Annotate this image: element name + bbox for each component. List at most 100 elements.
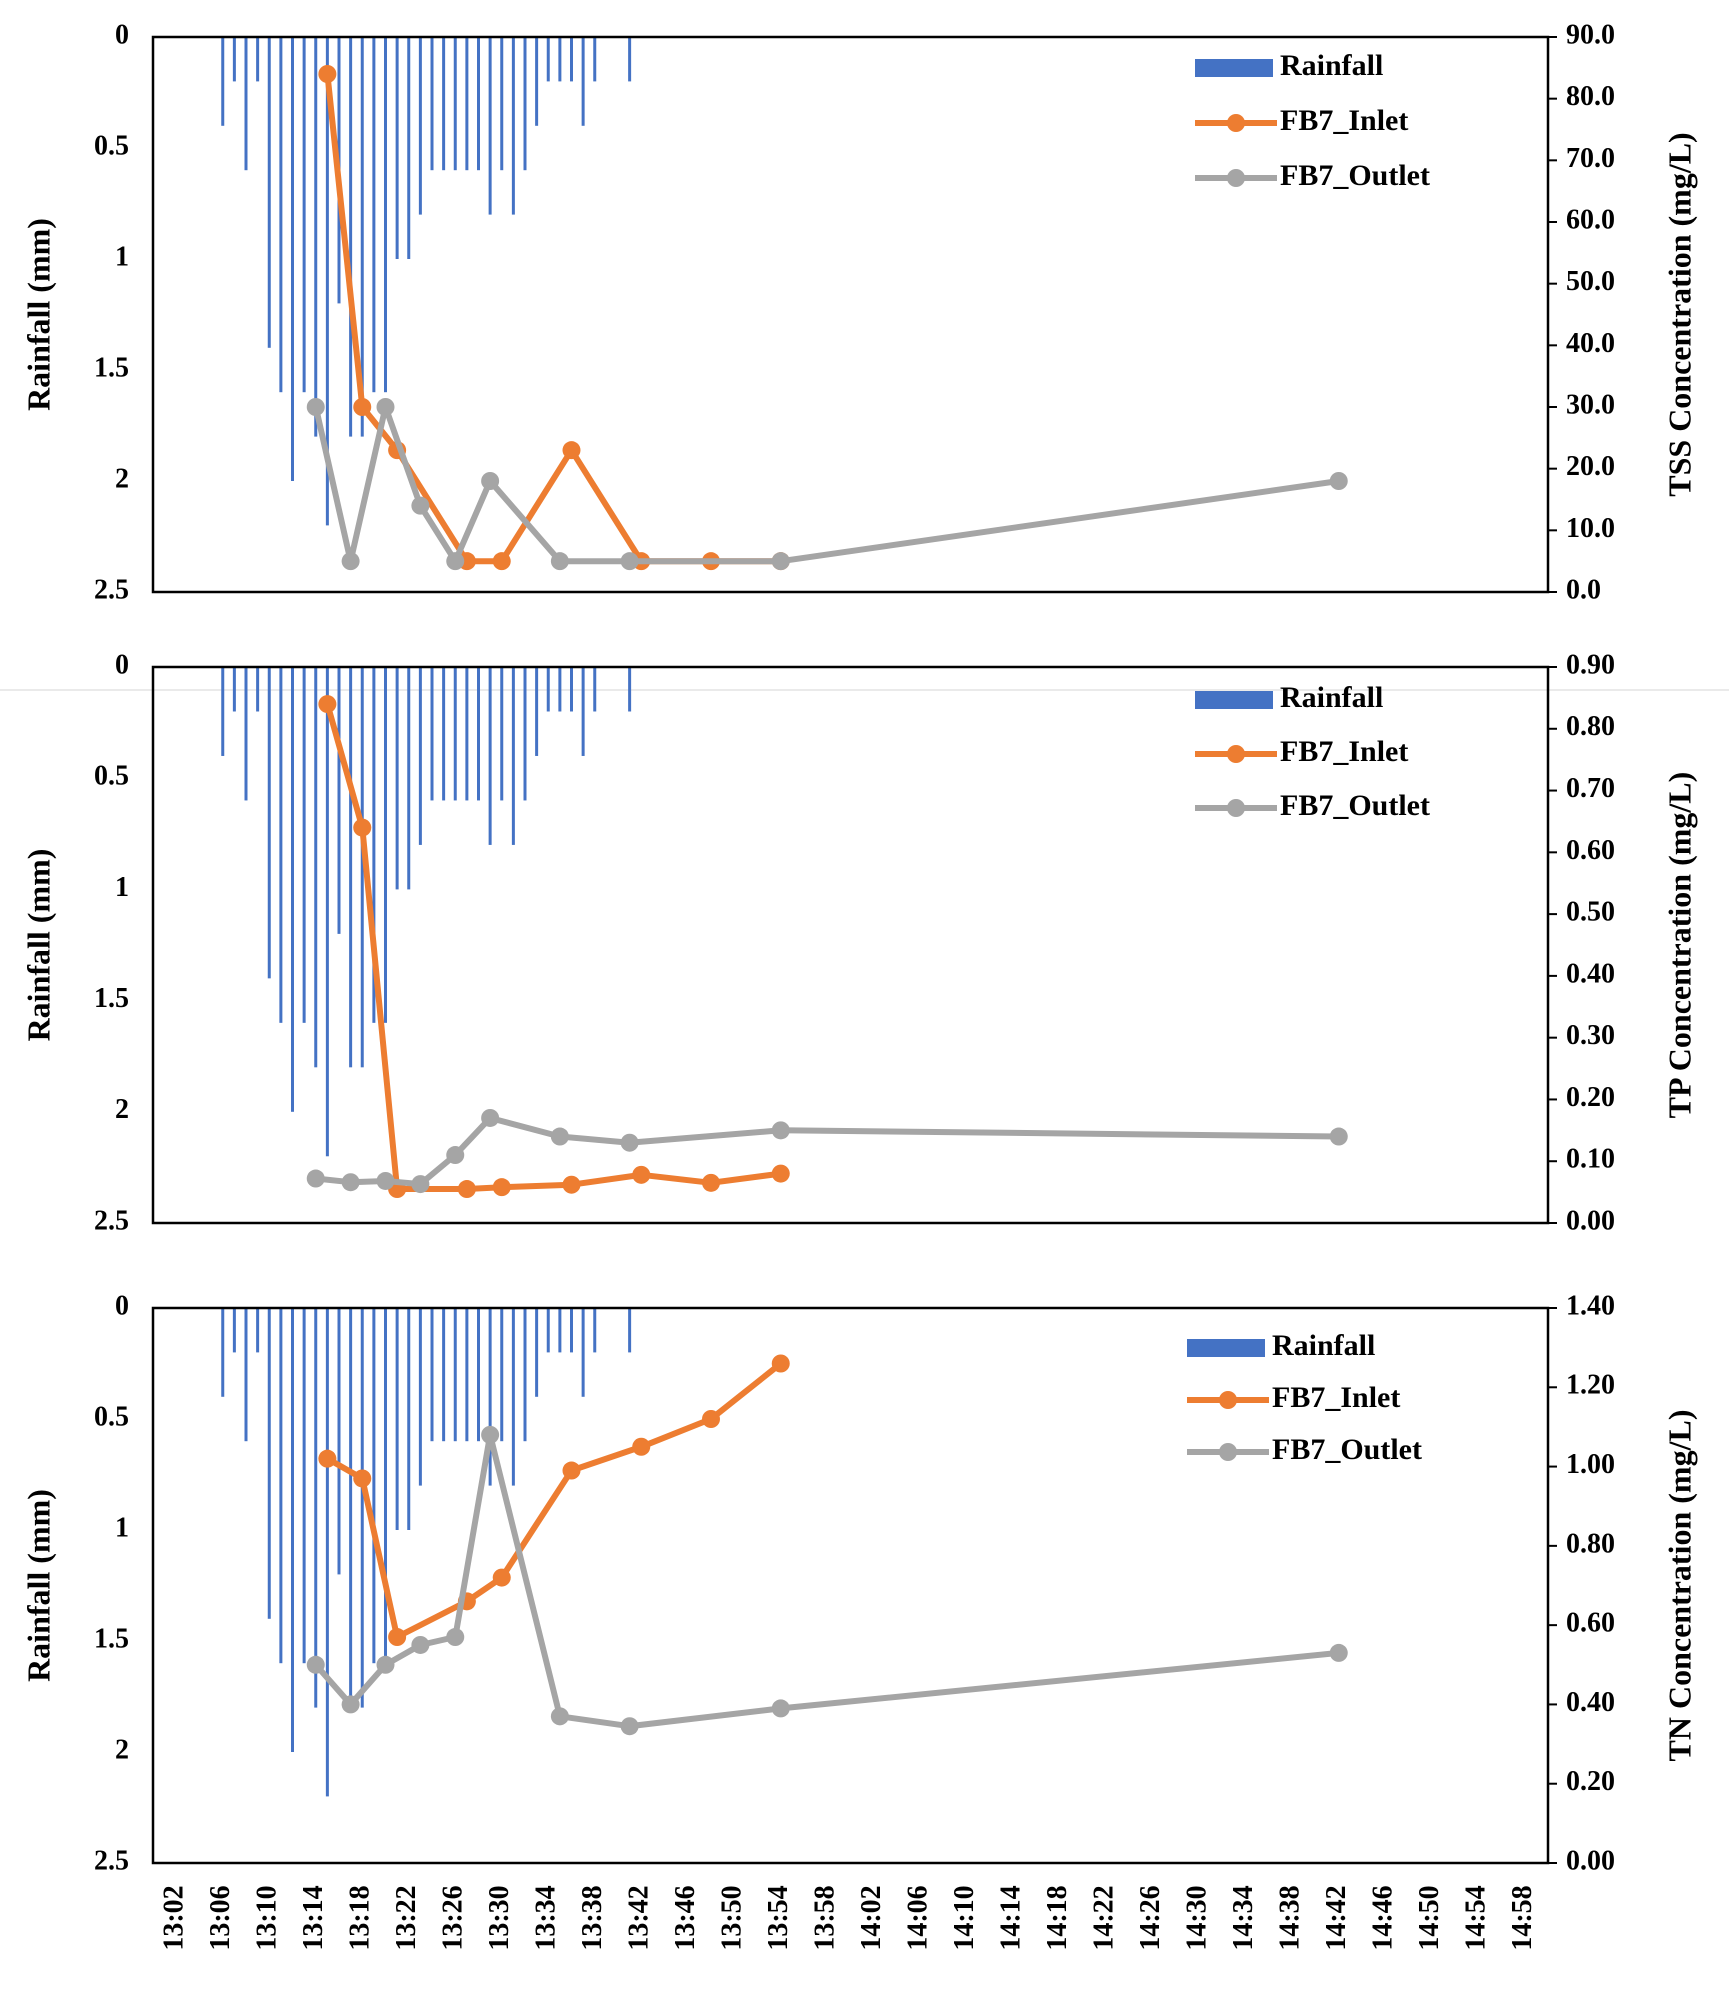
rainfall-bar — [535, 37, 539, 126]
inlet-series-line — [324, 703, 782, 1192]
left-axis-title: Rainfall (mm) — [20, 1489, 56, 1682]
rainfall-bar — [558, 1308, 562, 1353]
legend-label: FB7_Inlet — [1272, 1381, 1400, 1414]
left-tick-label: 0 — [115, 649, 129, 680]
rainfall-bar — [546, 667, 550, 712]
rainfall-bar — [221, 1308, 225, 1397]
rainfall-bar — [488, 37, 492, 215]
legend-marker-swatch — [1227, 114, 1245, 132]
rainfall-bar — [477, 37, 480, 171]
right-tick-label: 50.0 — [1566, 266, 1615, 297]
rainfall-bar — [418, 1308, 422, 1486]
rainfall-bar — [291, 1308, 294, 1752]
rainfall-bar — [291, 37, 294, 481]
left-tick-label: 1.5 — [94, 1623, 129, 1654]
rainfall-bar — [384, 1308, 387, 1664]
outlet-point — [341, 1173, 360, 1192]
outlet-point — [620, 552, 639, 571]
rainfall-bar — [221, 37, 225, 126]
right-tick-label: 1.40 — [1566, 1290, 1615, 1321]
inlet-point — [388, 1628, 407, 1647]
rainfall-bar — [511, 37, 515, 215]
right-tick-label: 10.0 — [1566, 513, 1615, 544]
outlet-point — [306, 1655, 325, 1674]
legend-rainfall-swatch — [1187, 1339, 1265, 1357]
inlet-point — [632, 1165, 651, 1184]
outlet-point — [620, 1717, 639, 1736]
rainfall-bar — [325, 37, 329, 526]
rainfall-bar — [581, 667, 585, 756]
rainfall-bar — [372, 37, 376, 393]
left-tick-label: 0.5 — [94, 130, 129, 161]
right-axis-title: TN Concentration (mg/L) — [1661, 1410, 1697, 1762]
rainfall-bar — [558, 667, 562, 712]
rainfall-bar — [384, 37, 387, 393]
rainfall-bar — [244, 1308, 248, 1442]
right-tick-label: 0.30 — [1566, 1020, 1615, 1051]
right-tick-label: 0.20 — [1566, 1766, 1615, 1797]
x-tick-label: 14:02 — [856, 1885, 887, 1950]
rainfall-bar — [570, 37, 573, 82]
outlet-point — [481, 1108, 500, 1127]
inlet-point — [492, 1568, 511, 1587]
rainfall-bar — [395, 37, 399, 259]
rainfall-bar — [500, 37, 504, 171]
outlet-point — [446, 552, 465, 571]
plot-frame — [151, 35, 1550, 594]
rainfall-bar — [593, 37, 597, 82]
right-tick-label: 0.00 — [1566, 1845, 1615, 1876]
rainfall-bar — [314, 667, 318, 1068]
legend-label: FB7_Outlet — [1272, 1433, 1422, 1466]
right-tick-label: 70.0 — [1566, 143, 1615, 174]
legend-marker-swatch — [1219, 1443, 1237, 1461]
outlet-point — [550, 1707, 569, 1726]
left-tick-label: 1.5 — [94, 352, 129, 383]
legend-marker-swatch — [1227, 799, 1245, 817]
rainfall-bar — [442, 1308, 446, 1442]
left-tick-label: 2 — [115, 463, 129, 494]
outlet-point — [376, 1655, 395, 1674]
rainfall-bar — [349, 667, 353, 1068]
x-tick-label: 13:02 — [159, 1885, 190, 1950]
x-tick-label: 13:18 — [345, 1885, 376, 1950]
x-tick-label: 13:50 — [717, 1885, 748, 1950]
x-tick-label: 14:10 — [949, 1885, 980, 1950]
right-tick-label: 20.0 — [1566, 451, 1615, 482]
outlet-point — [771, 1699, 790, 1718]
rainfall-bar — [360, 37, 364, 437]
x-tick-label: 13:14 — [298, 1885, 329, 1950]
rainfall-bar — [279, 1308, 283, 1664]
x-tick-label: 14:30 — [1182, 1885, 1213, 1950]
right-tick-label: 0.60 — [1566, 835, 1615, 866]
rainfall-bar — [302, 667, 306, 1023]
rainfall-bar — [546, 37, 550, 82]
x-tick-label: 13:30 — [484, 1885, 515, 1950]
left-tick-label: 0.5 — [94, 761, 129, 792]
legend-label: FB7_Outlet — [1280, 789, 1430, 822]
rainfall-bar — [360, 667, 364, 1068]
rainfall-bar — [453, 37, 457, 171]
right-tick-label: 0.80 — [1566, 711, 1615, 742]
right-tick-label: 0.40 — [1566, 1687, 1615, 1718]
rainfall-bar — [535, 1308, 539, 1397]
legend-label: Rainfall — [1272, 1329, 1375, 1362]
rainfall-bar — [407, 1308, 411, 1530]
rainfall-bar — [291, 667, 294, 1112]
rainfall-bar — [511, 667, 515, 845]
rainfall-bar — [442, 667, 446, 801]
x-tick-label: 14:58 — [1507, 1885, 1538, 1950]
rainfall-bar — [418, 37, 422, 215]
right-tick-label: 1.00 — [1566, 1449, 1615, 1480]
rainfall-bar — [407, 667, 411, 890]
x-tick-label: 13:22 — [391, 1885, 422, 1950]
rainfall-bar — [465, 37, 469, 171]
outlet-point — [620, 1133, 639, 1152]
inlet-point — [702, 1173, 720, 1192]
outlet-point — [550, 1127, 569, 1146]
left-tick-label: 1.5 — [94, 983, 129, 1014]
x-tick-label: 14:50 — [1414, 1885, 1445, 1950]
legend-label: Rainfall — [1280, 49, 1383, 82]
right-tick-label: 0.80 — [1566, 1528, 1615, 1559]
inlet-point — [562, 441, 581, 460]
right-axis-title: TP Concentration (mg/L) — [1661, 772, 1697, 1119]
